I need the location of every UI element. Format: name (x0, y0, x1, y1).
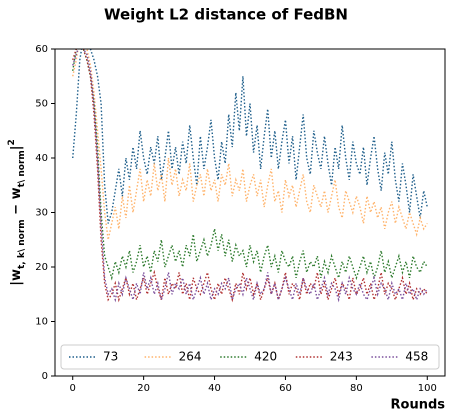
y-tick-label: 10 (35, 317, 48, 328)
series-line (72, 49, 428, 303)
x-tick-label: 20 (137, 383, 150, 394)
y-axis-label-part: − w (9, 187, 24, 219)
chart-title: Weight L2 distance of FedBN (104, 6, 348, 24)
series-line (72, 49, 428, 281)
legend-frame (60, 344, 440, 370)
y-axis-label-part: | (9, 145, 24, 150)
x-tick-label: 0 (70, 383, 76, 394)
x-tick-label: 100 (418, 383, 437, 394)
y-axis-label-part: 2 (7, 139, 17, 145)
y-axis-label: |wt, k\ norm − wt\ norm|2 (7, 139, 27, 286)
x-axis-label: Rounds (391, 398, 446, 413)
y-axis-label-part: t\ norm (17, 150, 27, 187)
y-tick-label: 50 (35, 99, 48, 110)
x-tick-label: 40 (208, 383, 221, 394)
legend-label: 264 (179, 350, 202, 364)
series-line (72, 49, 428, 303)
y-tick-label: 20 (35, 262, 48, 273)
y-tick-label: 30 (35, 208, 48, 219)
y-tick-label: 60 (35, 44, 48, 55)
y-axis-label-part: t, k\ norm (17, 219, 27, 269)
axes-frame (54, 48, 446, 377)
legend-label: 420 (254, 350, 277, 364)
x-tick-label: 60 (279, 383, 292, 394)
y-tick-label: 40 (35, 153, 48, 164)
legend-label: 73 (103, 350, 118, 364)
y-tick-label: 0 (42, 371, 48, 382)
legend-label: 243 (330, 350, 353, 364)
series-group (72, 49, 428, 303)
y-axis-label-part: |w (9, 269, 24, 286)
series-line (72, 49, 428, 240)
x-tick-label: 80 (350, 383, 363, 394)
series-line (72, 49, 428, 224)
legend-label: 458 (405, 350, 428, 364)
